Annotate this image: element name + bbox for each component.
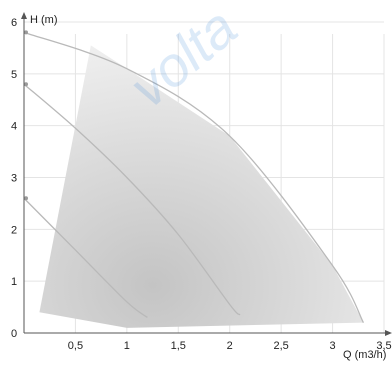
x-tick-label: 3: [330, 340, 336, 352]
series-group: [23, 30, 365, 323]
y-tick-label: 2: [11, 224, 17, 236]
x-tick-label: 1: [124, 340, 130, 352]
y-tick-label: 5: [11, 69, 17, 81]
series-start-point-2: [24, 82, 28, 87]
series-line-1: [23, 31, 365, 323]
tick-labels: 0,5 1 1,5 2 2,5 3 3,5 0 1 2 3 4 5 6: [11, 17, 392, 352]
series-start-point-1: [24, 30, 28, 35]
y-tick-label: 4: [11, 121, 17, 133]
axes: [21, 12, 392, 336]
series-line-2: [23, 83, 241, 316]
operating-area: [39, 45, 364, 328]
x-tick-label: 0,5: [68, 340, 83, 352]
series-line-3: [23, 197, 148, 318]
y-tick-label: 3: [11, 173, 17, 185]
x-axis-arrow: [385, 330, 392, 336]
x-tick-label: 3,5: [376, 340, 391, 352]
y-axis-arrow: [21, 12, 27, 19]
x-tick-label: 1,5: [171, 340, 186, 352]
x-axis-title: Q (m3/h): [343, 349, 386, 361]
x-tick-label: 2,5: [273, 340, 288, 352]
y-axis-title: H (m): [30, 14, 58, 26]
y-tick-label: 0: [11, 328, 17, 340]
x-tick-label: 2: [227, 340, 233, 352]
series-start-point-3: [24, 196, 28, 201]
operating-area-shape: [39, 45, 364, 328]
y-tick-label: 6: [11, 17, 17, 29]
y-tick-label: 1: [11, 276, 17, 288]
